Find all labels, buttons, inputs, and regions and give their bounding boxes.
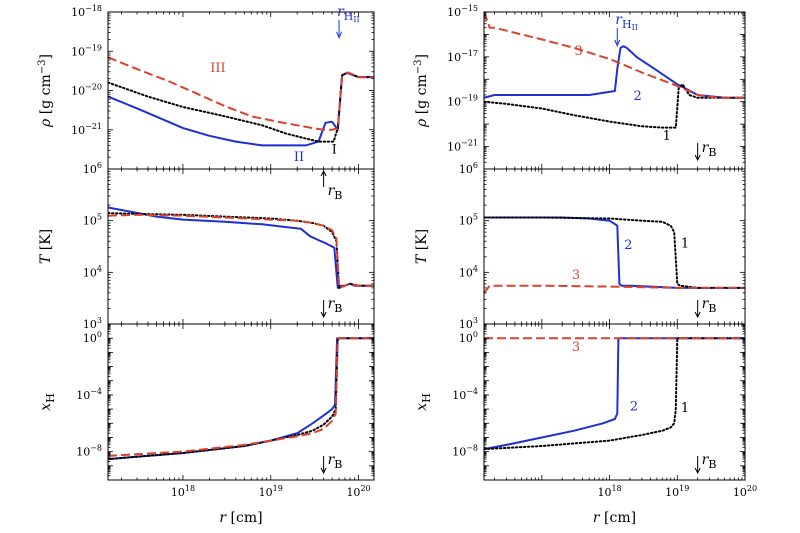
r-b-label: rB — [328, 452, 343, 471]
y-axis-label: T [K] — [414, 229, 430, 264]
y-axis-label: xH — [38, 393, 57, 411]
series-solid-line — [108, 337, 374, 461]
y-axis-label: ρ [g cm−3] — [413, 54, 430, 128]
y-tick-label: 10−4 — [452, 387, 478, 402]
series-dashed-line — [484, 284, 745, 294]
panel-0-x: 10−8 10−4 100 xH rB 1018 1019 1020 r [cm] — [38, 323, 375, 526]
curve-label: 1 — [681, 401, 689, 416]
y-tick-label: 104 — [83, 264, 102, 279]
curve-label: 2 — [630, 399, 638, 414]
series-dotted-line — [484, 83, 745, 129]
y-tick-label: 10−18 — [71, 4, 102, 19]
y-tick-label: 105 — [459, 213, 478, 228]
y-tick-label: 10−4 — [76, 387, 102, 402]
r-hii-arrowhead — [336, 31, 343, 40]
x-axis-label: r [cm] — [219, 510, 262, 526]
y-tick-label: 10−15 — [447, 4, 478, 19]
panel-1-x: 10−8 10−4 100 xH 3 2 1 rB 1018 1019 1020 r [cm] — [414, 323, 757, 526]
r-b-arrowhead — [694, 154, 701, 162]
x-tick-label: 1020 — [346, 484, 370, 499]
y-tick-label: 10−8 — [452, 444, 478, 459]
y-tick-label: 100 — [83, 330, 102, 345]
r-b-label: rB — [702, 140, 717, 159]
curve-label: I — [332, 142, 337, 157]
y-tick-label: 106 — [459, 161, 478, 176]
y-tick-label: 104 — [459, 264, 478, 279]
y-tick-label: 103 — [459, 316, 478, 331]
y-axis-label: ρ [g cm−3] — [37, 54, 54, 128]
x-tick-label: 1019 — [259, 484, 283, 499]
y-tick-label: 105 — [83, 213, 102, 228]
series-solid-line — [484, 337, 745, 451]
r-b-label: rB — [702, 452, 717, 471]
y-axis-label: xH — [414, 393, 433, 411]
series-dashed-line — [108, 213, 374, 289]
series-solid-line — [484, 45, 745, 99]
curve-label: 3 — [572, 340, 580, 355]
curve-label: 3 — [575, 44, 583, 59]
y-tick-label: 10−21 — [71, 122, 102, 137]
y-tick-label: 10−21 — [447, 139, 478, 154]
curve-label: III — [210, 61, 225, 76]
r-b-label: rB — [328, 296, 343, 315]
x-tick-label: 1020 — [733, 484, 757, 499]
r-b-arrowhead — [320, 311, 327, 319]
series-dashed-line — [108, 337, 374, 457]
panel-0-T: 103 104 105 106 T [K] rB — [38, 161, 375, 331]
series-dashed-line — [108, 56, 374, 131]
r-hii-arrowhead — [614, 39, 621, 48]
series-dotted-line — [484, 216, 745, 289]
r-b-arrowhead — [694, 467, 701, 475]
y-tick-label: 103 — [83, 316, 102, 331]
r-b-arrowhead — [694, 311, 701, 319]
series-solid-line — [484, 216, 745, 289]
panel-1-rho: 10−21 10−19 10−17 10−15 ρ [g cm−3] 3 2 1 rHII rB — [413, 4, 746, 170]
r-hii-annotation: rHII — [337, 4, 360, 24]
r-b-label: rB — [702, 296, 717, 315]
series-dotted-line — [108, 337, 374, 461]
y-tick-label: 10−20 — [71, 83, 102, 98]
series-dashed-line — [484, 12, 745, 99]
series-dotted-line — [108, 71, 374, 143]
x-axis-label: r [cm] — [593, 510, 636, 526]
series-solid-line — [108, 206, 374, 289]
y-tick-label: 10−8 — [76, 444, 102, 459]
curve-label: 3 — [572, 268, 580, 283]
r-b-arrowhead — [320, 467, 327, 475]
curve-label: 1 — [663, 129, 671, 144]
x-tick-label: 1018 — [597, 484, 621, 499]
curve-label: 2 — [624, 238, 632, 253]
curve-label: 1 — [681, 237, 689, 252]
y-axis-label: T [K] — [38, 229, 54, 264]
curve-label: 2 — [634, 89, 642, 104]
y-tick-label: 10−19 — [447, 94, 478, 109]
y-tick-label: 100 — [459, 330, 478, 345]
series-solid-line — [108, 71, 374, 147]
panel-1-T: 103 104 105 106 T [K] 3 2 1 rB — [414, 161, 746, 331]
x-tick-label: 1018 — [171, 484, 195, 499]
r-hii-annotation: rHII — [615, 12, 638, 32]
y-tick-label: 10−17 — [447, 49, 478, 64]
y-tick-label: 106 — [83, 161, 102, 176]
x-tick-label: 1019 — [665, 484, 689, 499]
curve-label: II — [294, 150, 304, 165]
series-dotted-line — [484, 337, 745, 451]
y-tick-label: 10−19 — [71, 43, 102, 58]
r-b-label: rB — [328, 183, 343, 202]
